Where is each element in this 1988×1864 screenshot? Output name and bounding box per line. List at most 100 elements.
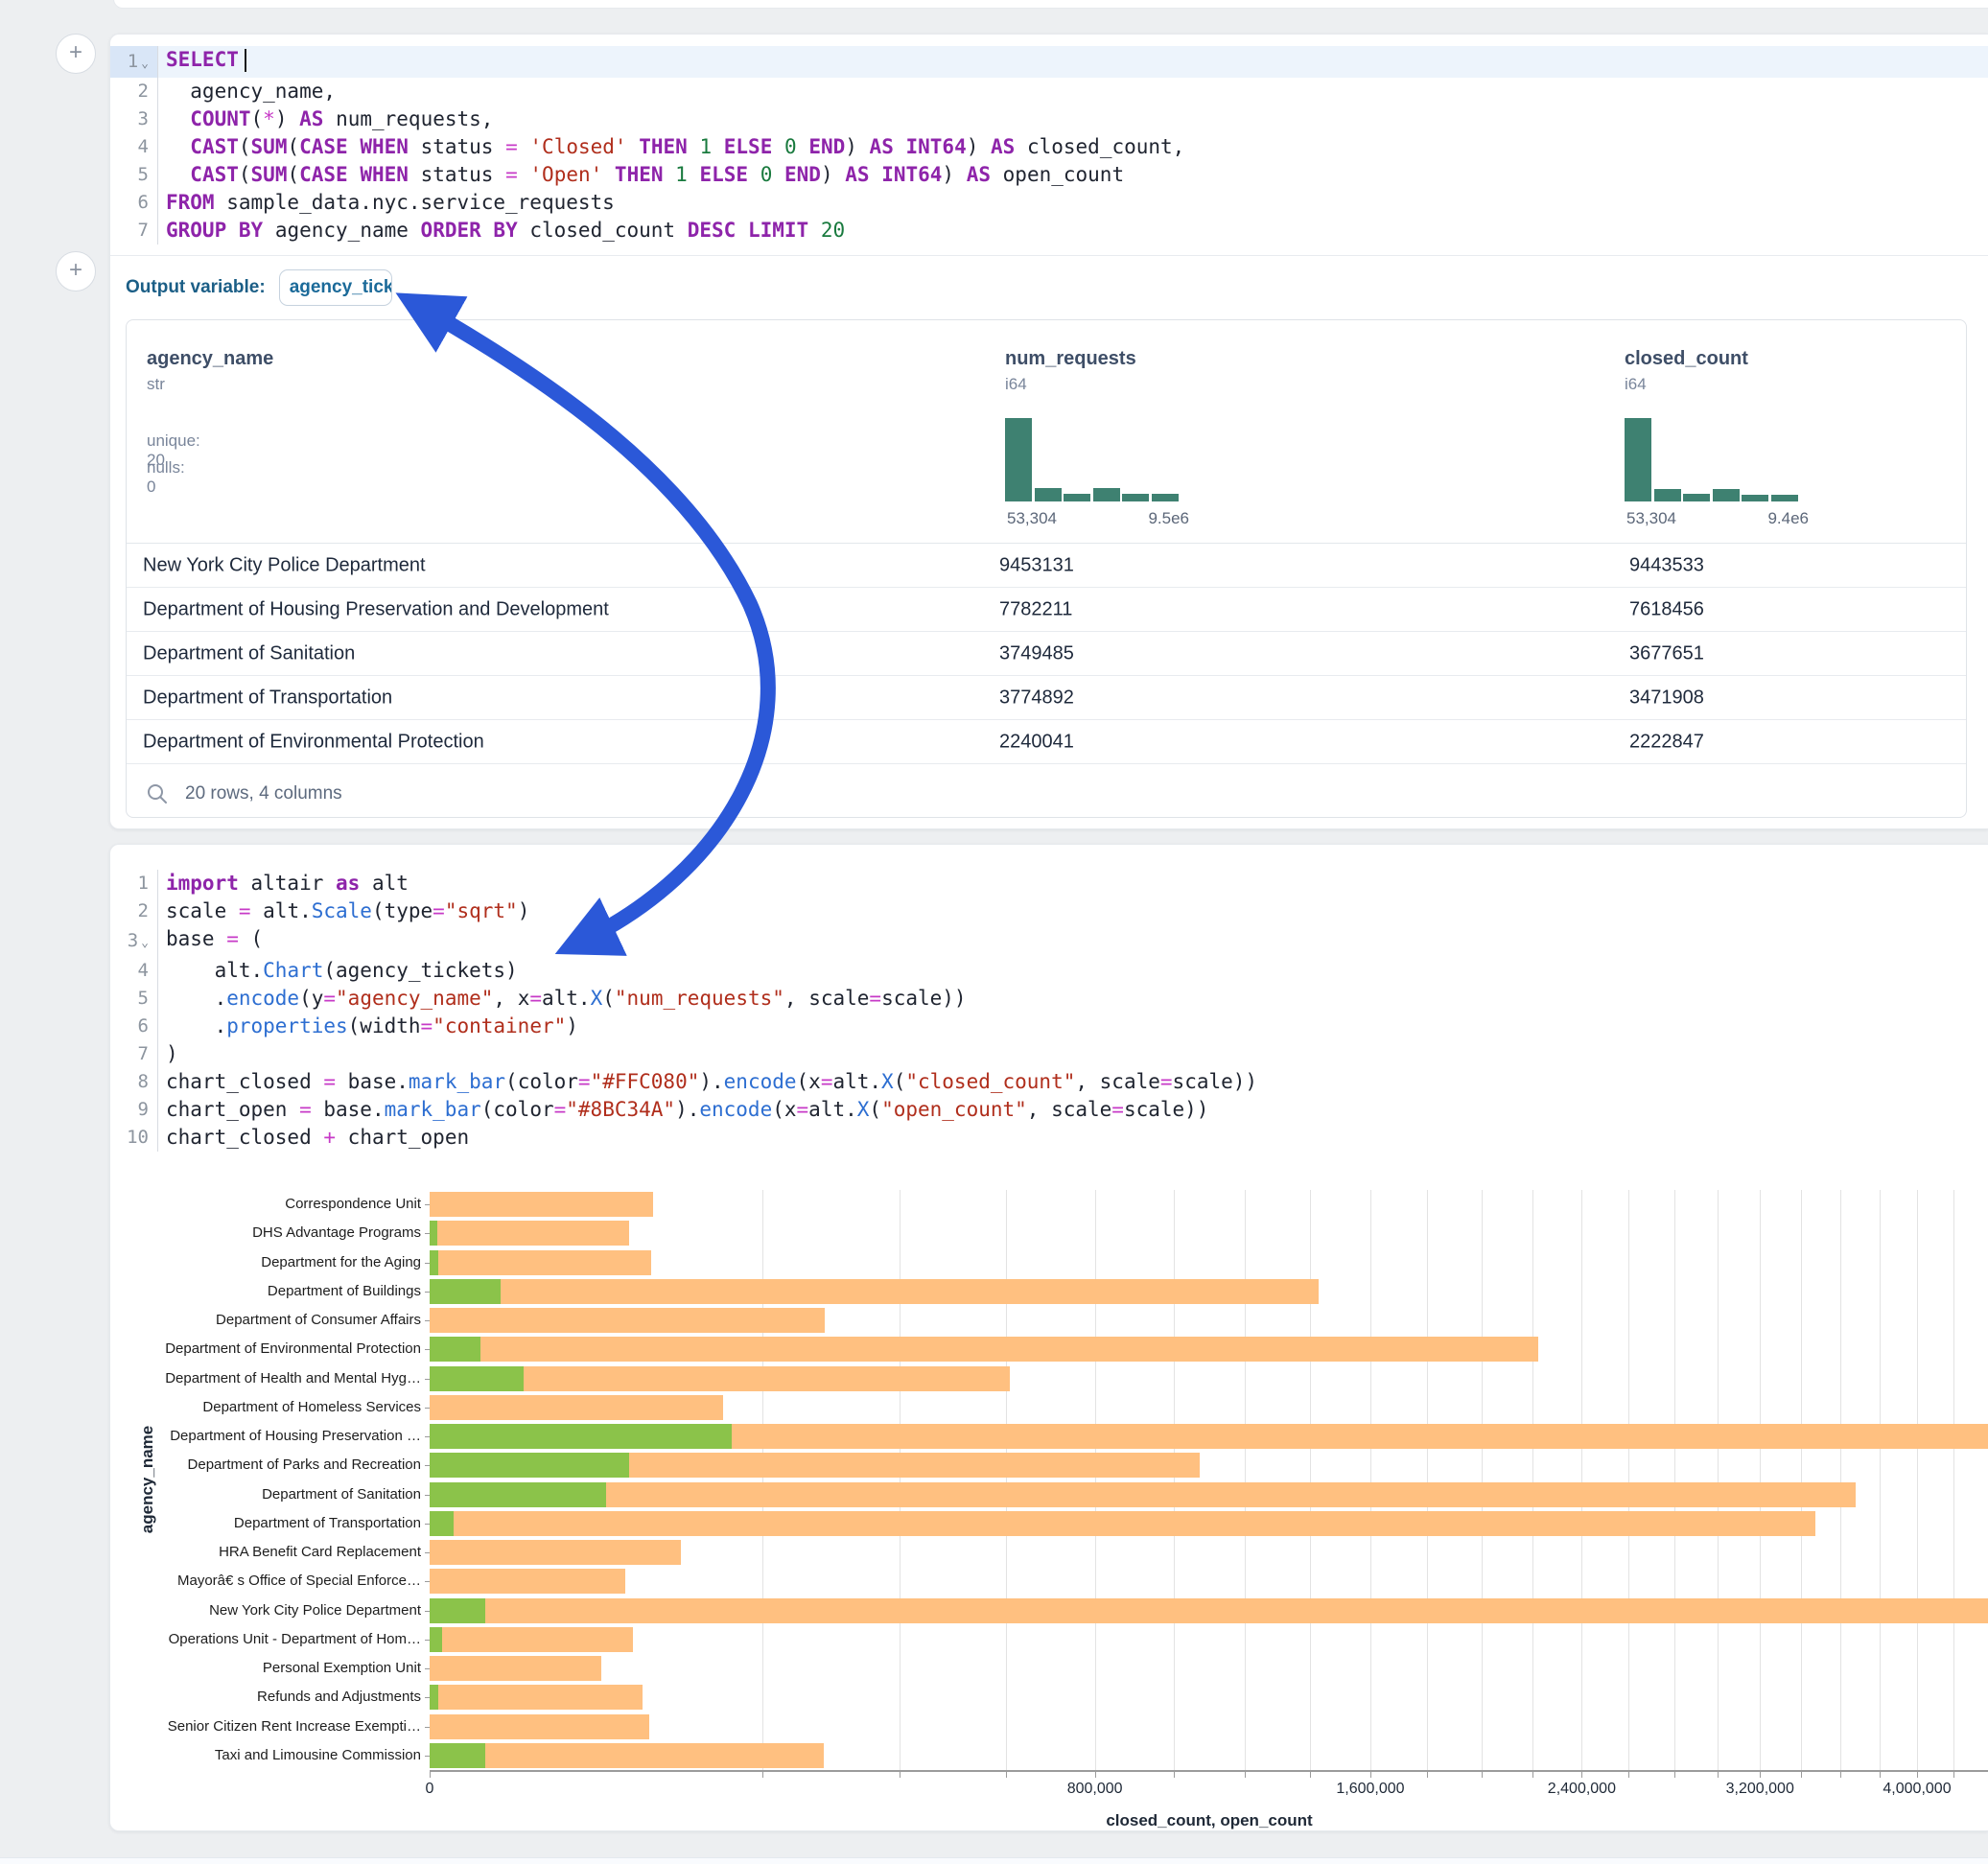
y-axis-tick — [425, 1552, 430, 1553]
line-number: 7 — [110, 1040, 157, 1068]
code-line[interactable]: import altair as alt — [157, 870, 1988, 897]
code-token — [748, 163, 760, 186]
code-token — [712, 135, 724, 158]
code-line[interactable]: FROM sample_data.nyc.service_requests — [157, 189, 1988, 217]
histogram-bar — [1064, 494, 1090, 501]
code-token: ) — [942, 163, 966, 186]
code-line[interactable]: CAST(SUM(CASE WHEN status = 'Open' THEN … — [157, 161, 1988, 189]
y-axis-tick — [425, 1465, 430, 1466]
bar-open — [430, 1366, 524, 1391]
y-tick-label: Department of Consumer Affairs — [118, 1312, 421, 1328]
histogram-min-label: 53,304 — [1007, 509, 1057, 528]
python-code-editor[interactable]: 1import altair as alt2scale = alt.Scale(… — [110, 870, 1988, 1152]
bar-closed — [430, 1743, 824, 1768]
line-number-text: 6 — [138, 189, 149, 217]
y-axis-tick — [425, 1756, 430, 1757]
code-token — [166, 163, 190, 186]
code-token: num_requests, — [323, 107, 493, 130]
code-token: scale)) — [1173, 1070, 1258, 1093]
code-token: alt. — [808, 1098, 857, 1121]
code-line[interactable]: COUNT(*) AS num_requests, — [157, 105, 1988, 133]
column-histogram: 53,3049.4e6 — [1625, 418, 1797, 501]
bar-closed — [430, 1395, 723, 1420]
code-token: scale)) — [1124, 1098, 1209, 1121]
code-token: import — [166, 872, 239, 895]
gridline — [1095, 1190, 1096, 1770]
code-line[interactable]: .encode(y="agency_name", x=alt.X("num_re… — [157, 985, 1988, 1013]
sql-cell: 1⌄SELECT2 agency_name,3 COUNT(*) AS num_… — [109, 34, 1988, 829]
output-variable-value: agency_tickets — [290, 277, 392, 298]
output-variable-row: Output variable: agency_tickets — [110, 256, 1988, 319]
line-number: 3 — [110, 105, 157, 133]
x-axis-tick — [1310, 1772, 1311, 1778]
code-token: END — [808, 135, 845, 158]
x-axis-tick — [1427, 1772, 1428, 1778]
chevron-down-icon[interactable]: ⌄ — [141, 929, 149, 957]
y-axis-tick — [425, 1263, 430, 1264]
table-row[interactable]: Department of Housing Preservation and D… — [127, 588, 1966, 632]
bar-open — [430, 1337, 480, 1362]
gridline — [1532, 1190, 1533, 1770]
code-token: = — [1160, 1070, 1173, 1093]
code-line[interactable]: alt.Chart(agency_tickets) — [157, 957, 1988, 985]
code-line[interactable]: chart_closed = base.mark_bar(color="#FFC… — [157, 1068, 1988, 1096]
gridline — [1370, 1190, 1371, 1770]
code-token — [481, 219, 494, 242]
code-token: as — [336, 872, 360, 895]
code-token: "open_count" — [881, 1098, 1027, 1121]
sql-code-editor[interactable]: 1⌄SELECT2 agency_name,3 COUNT(*) AS num_… — [110, 46, 1988, 245]
code-token: COUNT — [190, 107, 250, 130]
chevron-down-icon[interactable]: ⌄ — [141, 50, 149, 78]
code-token: = — [869, 987, 881, 1010]
bar-closed — [430, 1685, 643, 1710]
histogram-bar — [1093, 488, 1120, 501]
y-axis-tick — [425, 1204, 430, 1205]
table-cell: New York City Police Department — [143, 554, 426, 576]
code-line[interactable]: agency_name, — [157, 78, 1988, 105]
search-icon[interactable] — [146, 782, 169, 805]
table-row[interactable]: Department of Transportation377489234719… — [127, 676, 1966, 720]
y-axis-tick — [425, 1727, 430, 1728]
code-token: FROM — [166, 191, 215, 214]
code-line[interactable]: chart_closed + chart_open — [157, 1124, 1988, 1152]
code-line[interactable]: scale = alt.Scale(type="sqrt") — [157, 897, 1988, 925]
code-line[interactable]: .properties(width="container") — [157, 1013, 1988, 1040]
code-token: AS — [845, 163, 869, 186]
code-token: ) — [566, 1014, 578, 1037]
gridline — [1718, 1190, 1719, 1770]
code-token: (x — [772, 1098, 796, 1121]
y-tick-label: Department of Homeless Services — [118, 1399, 421, 1415]
code-line[interactable]: SELECT — [157, 46, 1988, 78]
output-variable-chip[interactable]: agency_tickets — [279, 269, 392, 306]
code-token: closed_count — [518, 219, 688, 242]
add-cell-button[interactable]: + — [56, 34, 96, 74]
code-token: WHEN — [360, 135, 409, 158]
line-number-text: 3 — [128, 927, 138, 955]
previous-cell-edge — [113, 0, 1988, 9]
gridline — [1427, 1190, 1428, 1770]
code-line[interactable]: GROUP BY agency_name ORDER BY closed_cou… — [157, 217, 1988, 245]
x-axis-tick — [1245, 1772, 1246, 1778]
code-line[interactable]: chart_open = base.mark_bar(color="#8BC34… — [157, 1096, 1988, 1124]
column-name: agency_name — [147, 348, 273, 370]
bar-closed — [430, 1511, 1815, 1536]
code-line[interactable]: ) — [157, 1040, 1988, 1068]
code-token: "sqrt" — [445, 899, 518, 922]
code-token: INT64 — [881, 163, 942, 186]
table-row[interactable]: Department of Sanitation37494853677651 — [127, 632, 1966, 676]
code-line[interactable]: CAST(SUM(CASE WHEN status = 'Closed' THE… — [157, 133, 1988, 161]
code-token — [688, 163, 700, 186]
table-row[interactable]: New York City Police Department945313194… — [127, 544, 1966, 588]
line-number: 8 — [110, 1068, 157, 1096]
code-line[interactable]: base = ( — [157, 925, 1988, 957]
table-row[interactable]: Department of Environmental Protection22… — [127, 720, 1966, 764]
column-name: num_requests — [1005, 348, 1136, 370]
code-token: base. — [312, 1098, 385, 1121]
line-number: 4 — [110, 133, 157, 161]
line-number: 7 — [110, 217, 157, 245]
add-cell-button[interactable]: + — [56, 251, 96, 291]
code-token: agency_name, — [166, 80, 336, 103]
code-token — [166, 135, 190, 158]
y-axis-tick — [425, 1436, 430, 1437]
code-token: ( — [239, 163, 251, 186]
